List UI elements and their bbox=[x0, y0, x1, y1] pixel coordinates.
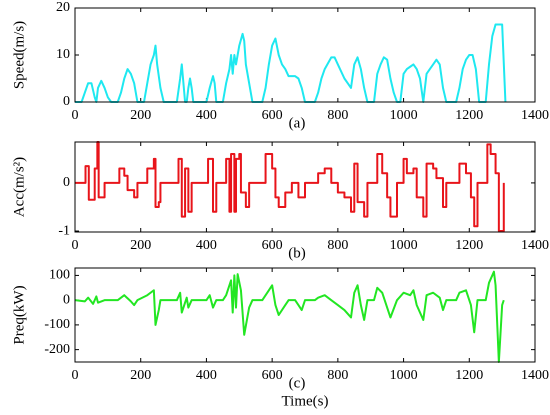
y-tick-label: 10 bbox=[56, 47, 70, 62]
x-tick-label: 1400 bbox=[521, 108, 549, 123]
x-tick-label: 1200 bbox=[455, 368, 483, 383]
x-tick-label: 400 bbox=[196, 238, 217, 253]
x-tick-label: 200 bbox=[130, 368, 151, 383]
y-tick-label: -200 bbox=[44, 342, 70, 357]
x-tick-label: 600 bbox=[262, 368, 283, 383]
axes-box bbox=[74, 141, 536, 233]
x-tick-label: 200 bbox=[130, 108, 151, 123]
y-tick-label: 100 bbox=[49, 268, 70, 283]
y-axis-label: Speed(m/s) bbox=[11, 21, 27, 89]
y-tick-label: 20 bbox=[56, 0, 70, 15]
y-axis-label: Preq(kW) bbox=[11, 285, 27, 344]
panel-label: (b) bbox=[288, 245, 306, 261]
panel-label: (c) bbox=[289, 375, 306, 391]
axes-box bbox=[74, 7, 536, 103]
x-tick-label: 0 bbox=[72, 368, 79, 383]
x-tick-label: 1000 bbox=[390, 368, 418, 383]
x-tick-label: 1200 bbox=[455, 108, 483, 123]
data-line bbox=[75, 141, 505, 233]
x-tick-label: 1400 bbox=[521, 238, 549, 253]
x-tick-label: 800 bbox=[327, 108, 348, 123]
y-tick-label: 0 bbox=[63, 175, 70, 190]
y-tick-label: 0 bbox=[63, 292, 70, 307]
data-line bbox=[74, 270, 505, 363]
x-tick-label: 400 bbox=[196, 108, 217, 123]
x-tick-label: 1200 bbox=[455, 238, 483, 253]
y-tick-label: -1 bbox=[58, 223, 70, 238]
x-tick-label: 600 bbox=[262, 238, 283, 253]
x-tick-label: 1000 bbox=[390, 108, 418, 123]
x-tick-label: 200 bbox=[130, 238, 151, 253]
x-tick-label: 0 bbox=[72, 108, 79, 123]
x-tick-label: 600 bbox=[262, 108, 283, 123]
data-line bbox=[75, 23, 507, 103]
y-axis-label: Acc(m/s²) bbox=[11, 157, 27, 217]
x-tick-label: 0 bbox=[72, 238, 79, 253]
x-tick-label: 1000 bbox=[390, 238, 418, 253]
x-tick-label: 800 bbox=[327, 368, 348, 383]
axes-box bbox=[74, 267, 536, 363]
x-tick-label: 800 bbox=[327, 238, 348, 253]
y-tick-label: 0 bbox=[63, 94, 70, 109]
x-tick-label: 400 bbox=[196, 368, 217, 383]
panel-label: (a) bbox=[289, 115, 306, 131]
x-axis-label: Time(s) bbox=[282, 393, 329, 409]
y-tick-label: -100 bbox=[44, 317, 70, 332]
x-tick-label: 1400 bbox=[521, 368, 549, 383]
